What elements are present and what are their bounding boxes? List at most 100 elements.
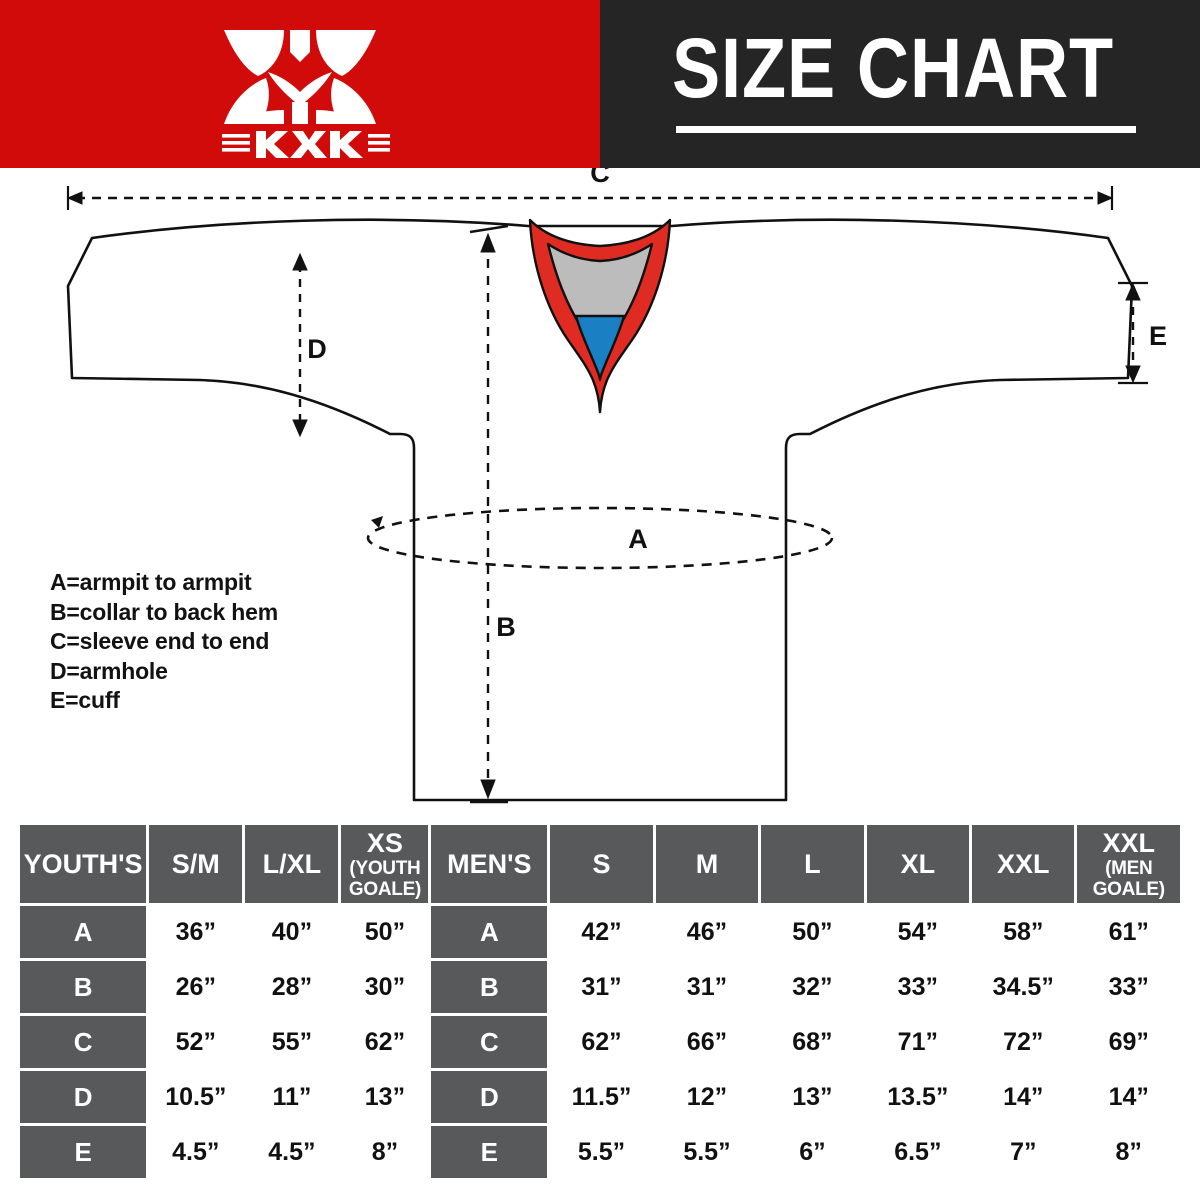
cell-b-men-xxl: 34.5” — [972, 961, 1075, 1013]
cell-e-men-xxl: 7” — [972, 1126, 1075, 1178]
cell-e-youth-xs: 8” — [341, 1126, 429, 1178]
cell-d-men-xl: 13.5” — [866, 1071, 970, 1123]
cell-b-men-xl: 33” — [866, 961, 970, 1013]
cell-a-men-m: 46” — [655, 906, 759, 958]
dimension-a — [366, 506, 834, 570]
cell-e-men-xl: 6.5” — [866, 1126, 970, 1178]
dimension-b-label: B — [496, 612, 516, 642]
header-men-xxlg-sub: (MEN GOALE) — [1092, 858, 1165, 900]
header-men-m-main: M — [695, 849, 719, 879]
cell-a-youth-lxl: 40” — [245, 906, 339, 958]
title-underline — [676, 126, 1136, 133]
header-men-m: M — [655, 825, 759, 903]
size-table: YOUTH'S S/M L/XL XS (YOUTH GOALE) MEN'S … — [17, 822, 1183, 1181]
cell-a-men-xl: 54” — [866, 906, 970, 958]
cell-d-men-xxl: 14” — [972, 1071, 1075, 1123]
dimension-d-label: D — [307, 334, 327, 364]
cell-d-youth-xs: 13” — [341, 1071, 429, 1123]
cell-e-youth-lxl: 4.5” — [245, 1126, 339, 1178]
dimension-e — [1118, 281, 1148, 385]
measurement-legend: A=armpit to armpit B=collar to back hem … — [50, 568, 278, 716]
cell-c-men-xxlg: 69” — [1077, 1016, 1180, 1068]
header-youth-xs-main: XS — [366, 828, 403, 858]
kxk-logo — [210, 14, 396, 159]
legend-line-c: C=sleeve end to end — [50, 628, 270, 654]
row-key-a-youth: A — [20, 906, 147, 958]
cell-c-men-xl: 71” — [866, 1016, 970, 1068]
cell-a-men-l: 50” — [761, 906, 864, 958]
cell-a-men-xxlg: 61” — [1077, 906, 1180, 958]
cell-c-men-xxl: 72” — [972, 1016, 1075, 1068]
table-row: C 52” 55” 62” C 62” 66” 68” 71” 72” 69” — [20, 1016, 1180, 1068]
cell-b-men-xxlg: 33” — [1077, 961, 1180, 1013]
row-key-e-youth: E — [20, 1126, 147, 1178]
dimension-a-label: A — [628, 524, 648, 554]
cell-e-men-xxlg: 8” — [1077, 1126, 1180, 1178]
row-key-d-youth: D — [20, 1071, 147, 1123]
cell-a-youth-sm: 36” — [149, 906, 243, 958]
cell-d-men-m: 12” — [655, 1071, 759, 1123]
jersey-outline — [66, 218, 1134, 802]
dimension-c — [66, 186, 1114, 210]
header-youth-xs-sub: (YOUTH GOALE) — [348, 858, 421, 900]
row-key-c-youth: C — [20, 1016, 147, 1068]
cell-b-youth-lxl: 28” — [245, 961, 339, 1013]
cell-c-men-l: 68” — [761, 1016, 864, 1068]
header-men-l: L — [761, 825, 864, 903]
header-youths: YOUTH'S — [20, 825, 147, 903]
cell-b-youth-xs: 30” — [341, 961, 429, 1013]
cell-c-youth-xs: 62” — [341, 1016, 429, 1068]
row-key-c-men: C — [431, 1016, 548, 1068]
table-header-row: YOUTH'S S/M L/XL XS (YOUTH GOALE) MEN'S … — [20, 825, 1180, 903]
header-youth-sm-main: S/M — [171, 849, 220, 879]
table-row: A 36” 40” 50” A 42” 46” 50” 54” 58” 61” — [20, 906, 1180, 958]
cell-c-men-s: 62” — [550, 1016, 653, 1068]
legend-line-b: B=collar to back hem — [50, 598, 278, 625]
cell-e-men-m: 5.5” — [655, 1126, 759, 1178]
cell-e-men-s: 5.5” — [550, 1126, 653, 1178]
row-key-a-men: A — [431, 906, 548, 958]
row-key-d-men: D — [431, 1071, 548, 1123]
header-men-xxl-main: XXL — [997, 849, 1050, 879]
cell-e-men-l: 6” — [761, 1126, 864, 1178]
table-row: D 10.5” 11” 13” D 11.5” 12” 13” 13.5” 14… — [20, 1071, 1180, 1123]
row-key-b-men: B — [431, 961, 548, 1013]
header-youth-sm: S/M — [149, 825, 243, 903]
cell-e-youth-sm: 4.5” — [149, 1126, 243, 1178]
header-men-xxl: XXL — [972, 825, 1075, 903]
cell-b-men-s: 31” — [550, 961, 653, 1013]
cell-b-youth-sm: 26” — [149, 961, 243, 1013]
cell-c-youth-sm: 52” — [149, 1016, 243, 1068]
header-youth-lxl: L/XL — [245, 825, 339, 903]
legend-line-a: A=armpit to armpit — [50, 569, 252, 595]
header-mens-label: MEN'S — [447, 849, 532, 879]
dimension-e-label: E — [1149, 321, 1167, 351]
page-title-wrap: SIZE CHART — [672, 20, 1132, 150]
collar-blue-tip — [574, 314, 626, 380]
header-youths-label: YOUTH'S — [23, 849, 143, 879]
header-mens: MEN'S — [431, 825, 548, 903]
header-dark-panel — [600, 0, 1200, 168]
legend-line-d: D=armhole — [50, 657, 168, 684]
dimension-d — [292, 252, 308, 438]
table-row: E 4.5” 4.5” 8” E 5.5” 5.5” 6” 6.5” 7” 8” — [20, 1126, 1180, 1178]
page-header: SIZE CHART — [0, 0, 1200, 168]
header-men-s: S — [550, 825, 653, 903]
header-men-xl-main: XL — [900, 849, 936, 879]
cell-a-men-xxl: 58” — [972, 906, 1075, 958]
cell-d-men-l: 13” — [761, 1071, 864, 1123]
cell-c-youth-lxl: 55” — [245, 1016, 339, 1068]
cell-a-youth-xs: 50” — [341, 906, 429, 958]
page-title: SIZE CHART — [672, 21, 1115, 115]
table-row: B 26” 28” 30” B 31” 31” 32” 33” 34.5” 33… — [20, 961, 1180, 1013]
jersey-collar — [528, 218, 672, 414]
header-youth-lxl-main: L/XL — [262, 849, 322, 879]
header-men-xl: XL — [866, 825, 970, 903]
header-youth-xs-goalie: XS (YOUTH GOALE) — [341, 825, 429, 903]
legend-line-e: E=cuff — [50, 687, 120, 713]
row-key-e-men: E — [431, 1126, 548, 1178]
cell-b-men-m: 31” — [655, 961, 759, 1013]
row-key-b-youth: B — [20, 961, 147, 1013]
cell-d-youth-sm: 10.5” — [149, 1071, 243, 1123]
jersey-diagram: C D E B A — [0, 168, 1200, 813]
